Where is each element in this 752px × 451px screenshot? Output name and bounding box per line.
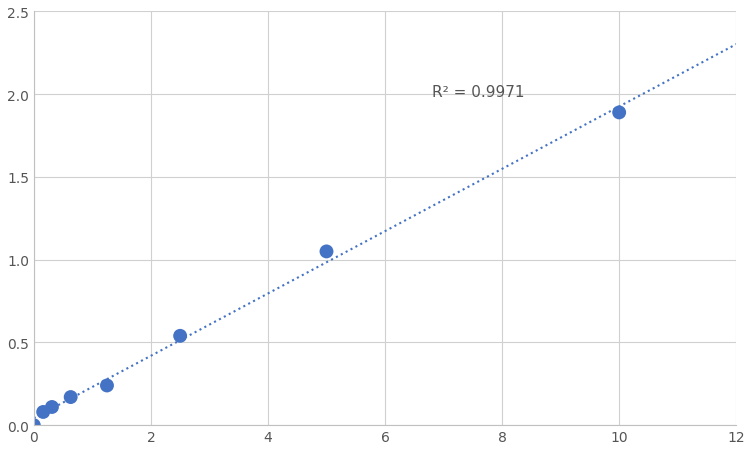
Point [65,394,77,401]
Point [613,110,625,117]
Point [46,404,58,411]
Text: R² = 0.9971: R² = 0.9971 [432,85,524,100]
Point [174,332,186,340]
Point [37,409,49,416]
Point [320,248,332,255]
Point [28,422,40,429]
Point [101,382,113,389]
